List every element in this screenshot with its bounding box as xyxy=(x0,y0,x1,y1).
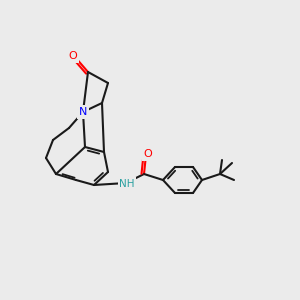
Text: N: N xyxy=(79,107,87,117)
Text: O: O xyxy=(144,149,152,159)
Text: NH: NH xyxy=(119,179,135,189)
Text: O: O xyxy=(69,51,77,61)
